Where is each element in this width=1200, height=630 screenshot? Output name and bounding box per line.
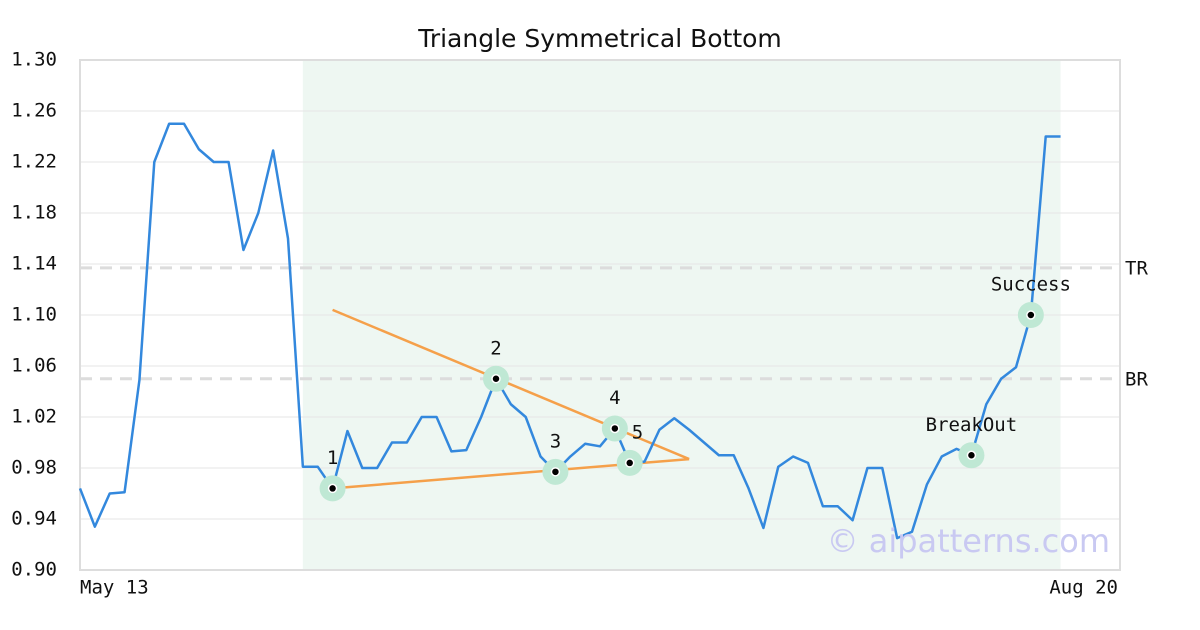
marker-dot: [1026, 310, 1036, 320]
marker-label: Success: [991, 274, 1071, 296]
marker-label: 5: [632, 421, 643, 443]
watermark: © aipatterns.com: [827, 522, 1110, 560]
marker-dot: [550, 467, 561, 477]
y-tick-label: 1.30: [11, 49, 57, 71]
marker-label: BreakOut: [926, 414, 1018, 436]
y-tick-label: 1.14: [11, 253, 57, 275]
x-tick-label: May 13: [80, 577, 149, 599]
y-tick-label: 1.06: [11, 355, 57, 377]
marker-label: 1: [327, 447, 338, 469]
trendline: [332, 308, 690, 461]
y-tick-label: 0.94: [11, 508, 57, 530]
marker-label: 4: [609, 387, 620, 409]
marker-label: 2: [490, 337, 501, 359]
series-line: [78, 122, 1061, 540]
plot-border: [79, 59, 1121, 571]
x-tick-label: Aug 20: [1049, 577, 1118, 599]
y-tick-label: 0.98: [11, 457, 57, 479]
reference-label: BR: [1125, 368, 1148, 390]
marker-dot: [966, 450, 977, 460]
marker-dot: [610, 423, 620, 434]
marker-dot: [327, 483, 338, 494]
marker-dot: [491, 374, 501, 384]
marker-label: 3: [550, 430, 561, 452]
y-tick-label: 1.22: [11, 151, 57, 173]
y-tick-label: 1.02: [11, 406, 57, 428]
marker-dot: [624, 458, 635, 468]
y-tick-label: 1.18: [11, 202, 57, 224]
y-tick-label: 1.26: [11, 100, 57, 122]
y-tick-label: 1.10: [11, 304, 57, 326]
y-tick-label: 0.90: [11, 559, 57, 581]
chart-title: Triangle Symmetrical Bottom: [417, 24, 782, 53]
reference-label: TR: [1125, 257, 1148, 279]
